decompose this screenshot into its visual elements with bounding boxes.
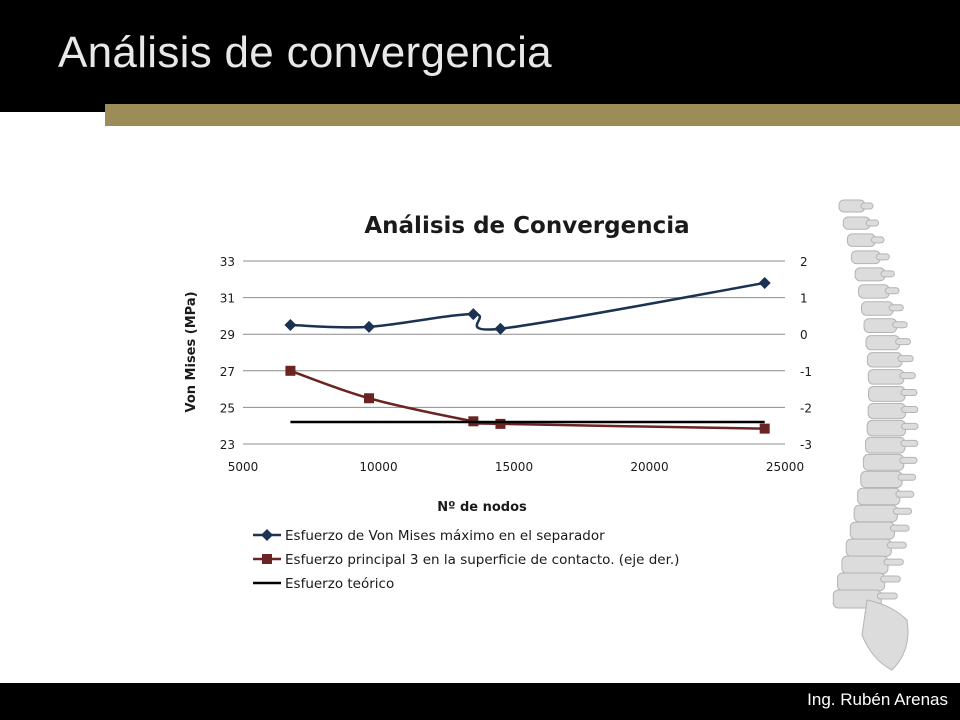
footer-bar: [0, 683, 960, 720]
vertebra-process: [897, 473, 917, 481]
y-tick-label: 31: [220, 292, 235, 306]
vertebra-process: [886, 541, 907, 549]
vertebra-process: [900, 389, 918, 397]
data-point-diamond: [284, 319, 297, 332]
legend-label: Esfuerzo principal 3 en la superficie de…: [285, 552, 679, 568]
vertebra-process: [897, 355, 914, 363]
vertebra-process: [895, 490, 915, 498]
vertebra-process: [870, 236, 885, 244]
vertebra-process: [880, 575, 901, 583]
x-tick-label: 20000: [630, 460, 668, 474]
y-tick-label: 25: [220, 401, 235, 415]
legend-label: Esfuerzo teórico: [285, 576, 394, 592]
data-point-square: [285, 365, 296, 376]
legend: Esfuerzo de Von Mises máximo en el separ…: [253, 528, 679, 592]
vertebra-process: [888, 304, 904, 312]
vertebra-process: [901, 422, 919, 430]
vertebra-process: [895, 338, 911, 346]
vertebra-process: [892, 507, 913, 515]
vertebra-process: [883, 558, 904, 566]
y2-tick-label: 2: [800, 255, 808, 269]
sacrum: [861, 599, 909, 671]
header-bar: [0, 0, 960, 112]
y2-tick-label: -2: [800, 401, 812, 415]
x-tick-label: 25000: [766, 460, 804, 474]
chart-title: Análisis de Convergencia: [364, 213, 689, 239]
data-point-diamond: [363, 320, 376, 333]
vertebra-process: [899, 456, 918, 464]
von-mises-series-line: [290, 281, 765, 331]
vertebra-process: [900, 439, 919, 447]
legend-label: Esfuerzo de Von Mises máximo en el separ…: [285, 528, 605, 544]
vertebra-process: [876, 592, 898, 600]
x-tick-label: 15000: [495, 460, 533, 474]
y-tick-label: 33: [220, 255, 235, 269]
data-point-diamond: [494, 322, 507, 335]
data-point-square: [495, 418, 506, 429]
y-tick-label: 27: [220, 365, 235, 379]
x-tick-label: 10000: [359, 460, 397, 474]
vertebra-process: [865, 219, 880, 227]
vertebra-process: [875, 253, 890, 261]
y-tick-label: 29: [220, 328, 235, 342]
vertebra-process: [901, 405, 919, 413]
x-tick-label: 5000: [228, 460, 259, 474]
vertebra-process: [860, 202, 874, 210]
header-notch: [0, 112, 105, 126]
data-point-diamond: [467, 308, 480, 321]
spine-illustration: [832, 199, 919, 671]
data-point-square: [759, 423, 770, 434]
vertebra-process: [889, 524, 910, 532]
y2-tick-label: 0: [800, 328, 808, 342]
vertebra-process: [892, 321, 908, 329]
principal-stress-series-line: [290, 369, 765, 430]
slide-title: Análisis de convergencia: [58, 28, 552, 77]
y-tick-label: 23: [220, 438, 235, 452]
vertebra-process: [884, 287, 900, 295]
vertebra-process: [880, 270, 895, 278]
accent-bar: [105, 104, 960, 126]
y2-tick-label: -3: [800, 438, 812, 452]
legend-marker-diamond: [261, 529, 273, 541]
author-name: Ing. Rubén Arenas: [807, 690, 948, 709]
y2-tick-label: -1: [800, 365, 812, 379]
data-point-diamond: [758, 276, 771, 289]
y2-tick-label: 1: [800, 292, 808, 306]
legend-marker-square: [262, 554, 272, 564]
x-axis-title: Nº de nodos: [437, 500, 527, 515]
data-point-square: [364, 393, 375, 404]
vertebra-process: [899, 372, 916, 380]
y-axis-title: Von Mises (MPa): [184, 291, 199, 412]
